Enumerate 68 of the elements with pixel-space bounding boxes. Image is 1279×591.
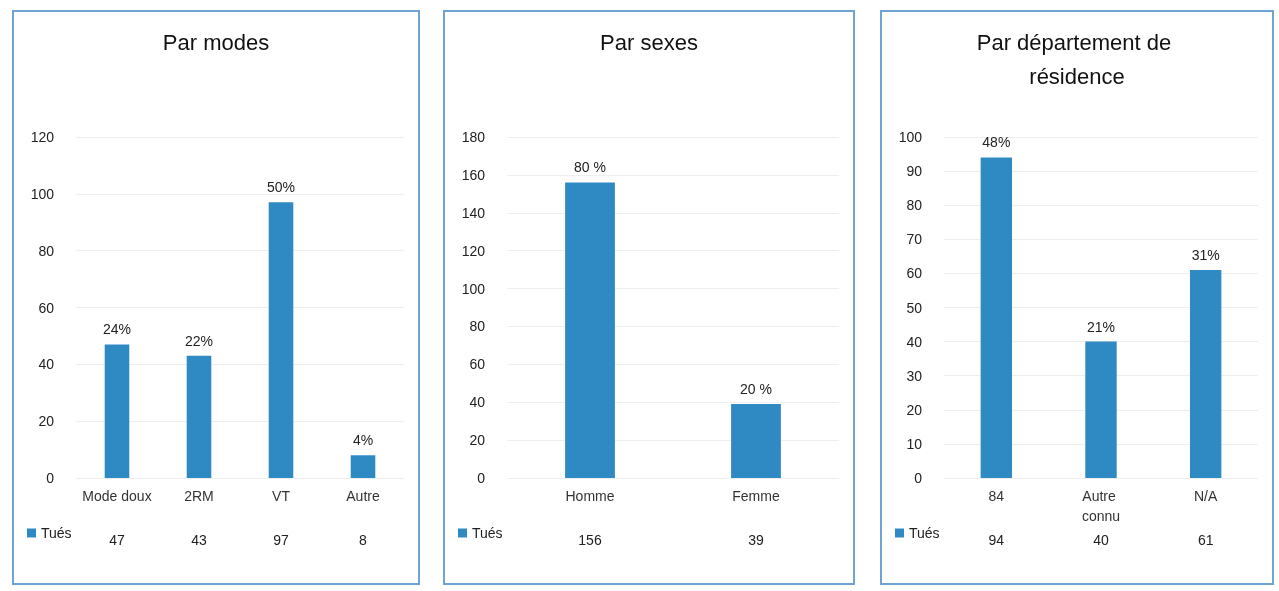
- y-tick-label: 20: [469, 432, 486, 449]
- data-label: 43: [191, 532, 207, 548]
- y-tick-label: 60: [469, 356, 486, 373]
- annotation: 31%: [1191, 246, 1220, 263]
- x-tick-label: Autre: [346, 488, 380, 504]
- data-label: 8: [359, 532, 368, 548]
- data-label: 39: [748, 532, 764, 548]
- y-tick-label: 10: [906, 435, 923, 452]
- y-tick-label: 60: [38, 299, 55, 316]
- data-label: 40: [1093, 532, 1109, 548]
- y-tick-label: 0: [914, 470, 923, 486]
- annotation: 21%: [1086, 318, 1116, 335]
- y-tick-label: 120: [30, 129, 55, 145]
- y-tick-label: 20: [38, 413, 55, 430]
- y-tick-label: 140: [461, 204, 486, 221]
- y-tick-label: 160: [461, 166, 486, 183]
- bar: [980, 157, 1013, 478]
- y-tick-label: 70: [906, 231, 923, 248]
- y-tick-label: 40: [906, 333, 923, 350]
- y-tick-label: 20: [906, 401, 923, 418]
- x-tick-label: Autre connu: [1081, 488, 1121, 524]
- y-tick-label: 90: [906, 163, 923, 180]
- x-tick-label: Homme: [565, 488, 615, 504]
- y-tick-label: 40: [469, 394, 486, 411]
- x-tick-label: 84: [988, 488, 1005, 504]
- y-tick-label: 0: [477, 470, 486, 486]
- annotation: 24%: [102, 321, 132, 338]
- annotation: 20 %: [740, 381, 772, 398]
- y-tick-label: 100: [461, 280, 486, 297]
- x-tick-label: Femme: [732, 488, 780, 504]
- y-tick-label: 0: [46, 470, 55, 486]
- y-tick-label: 60: [906, 265, 923, 282]
- y-tick-label: 50: [906, 299, 923, 316]
- data-label: 47: [109, 532, 125, 548]
- y-tick-label: 100: [30, 185, 55, 202]
- legend-label: Tués: [472, 525, 503, 541]
- bar: [350, 455, 376, 478]
- annotation: 22%: [184, 332, 214, 349]
- chart-title: Par modes: [162, 29, 270, 55]
- legend-label: Tués: [41, 525, 72, 541]
- bar: [186, 355, 212, 478]
- chart-title: Par sexes: [600, 29, 698, 55]
- data-label: 61: [1197, 532, 1214, 548]
- x-tick-label: 2RM: [184, 488, 214, 504]
- y-tick-label: 80: [469, 318, 486, 335]
- bar: [1189, 269, 1222, 478]
- y-tick-label: 40: [38, 356, 55, 373]
- y-tick-label: 80: [906, 197, 923, 214]
- y-tick-label: 120: [461, 242, 486, 259]
- bar: [268, 202, 294, 478]
- x-tick-label: Mode doux: [82, 488, 152, 504]
- data-label: 97: [273, 532, 289, 548]
- data-label: 156: [578, 532, 602, 548]
- annotation: 4%: [352, 432, 374, 449]
- bar: [104, 344, 130, 478]
- y-tick-label: 80: [38, 242, 55, 259]
- data-label: 94: [988, 532, 1005, 548]
- chart-title: Par département de résidence: [976, 29, 1178, 89]
- y-tick-label: 30: [906, 367, 923, 384]
- annotation: 48%: [982, 134, 1011, 151]
- y-tick-label: 100: [898, 129, 923, 145]
- bar: [1085, 341, 1117, 478]
- x-tick-label: N/A: [1193, 488, 1218, 504]
- y-tick-label: 180: [461, 129, 486, 145]
- x-tick-label: VT: [272, 488, 291, 504]
- annotation: 50%: [266, 179, 296, 196]
- annotation: 80 %: [574, 159, 606, 176]
- legend-label: Tués: [909, 525, 940, 541]
